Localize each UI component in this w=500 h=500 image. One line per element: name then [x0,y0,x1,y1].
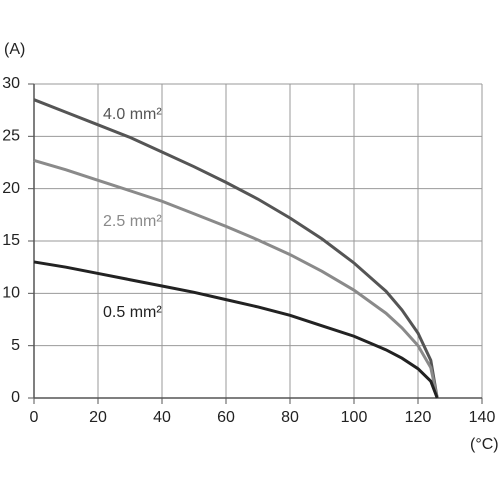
y-tick-label: 0 [11,389,20,406]
x-tick-label: 0 [30,409,39,426]
y-tick-label: 10 [2,285,20,302]
x-axis-label: (°C) [470,436,499,453]
y-tick-label: 5 [11,337,20,354]
series-label: 4.0 mm² [103,106,162,123]
x-tick-label: 80 [281,409,299,426]
line-series [33,158,439,399]
y-axis-label: (A) [4,41,25,58]
x-tick-label: 120 [405,409,432,426]
y-tick-label: 30 [2,75,20,92]
y-tick-label: 25 [2,128,20,145]
y-tick-label: 20 [2,180,20,197]
x-tick-label: 140 [469,409,496,426]
line-series [33,260,439,399]
x-tick-label: 20 [89,409,107,426]
series-label: 0.5 mm² [103,304,162,321]
y-tick-label: 15 [2,232,20,249]
x-tick-label: 40 [153,409,171,426]
series-label: 2.5 mm² [103,213,162,230]
line-series [33,98,439,399]
x-tick-label: 60 [217,409,235,426]
x-tick-label: 100 [341,409,368,426]
